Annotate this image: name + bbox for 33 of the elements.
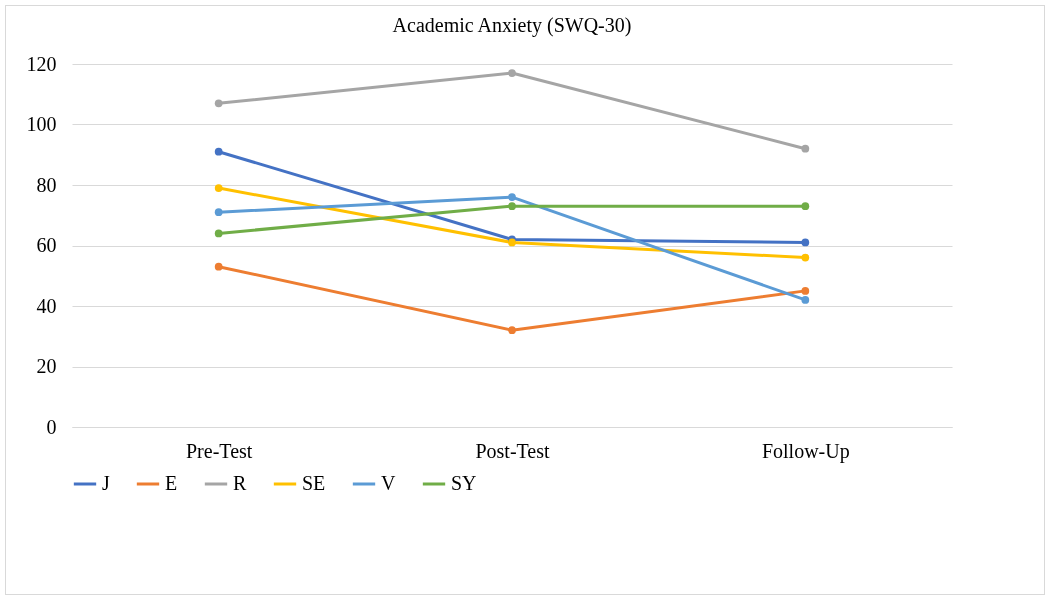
point xyxy=(801,144,810,153)
point xyxy=(508,326,516,335)
y-tick-label: 100 xyxy=(26,113,57,135)
y-tick-label: 40 xyxy=(36,294,57,317)
point xyxy=(214,99,223,108)
point xyxy=(214,229,223,238)
point xyxy=(508,193,516,201)
y-tick-label: 60 xyxy=(36,234,57,256)
point xyxy=(801,253,810,262)
legend-label: E xyxy=(165,472,178,494)
point xyxy=(801,202,810,211)
y-tick-label: 0 xyxy=(46,415,57,438)
x-tick-label: Post-Test xyxy=(475,439,551,462)
point xyxy=(801,296,810,304)
legend-label: J xyxy=(102,472,110,494)
point xyxy=(508,202,516,211)
chart-title: Academic Anxiety (SWQ-30) xyxy=(392,14,632,37)
x-tick-label: Follow-Up xyxy=(761,439,850,463)
legend-label: SE xyxy=(302,472,326,494)
point xyxy=(801,287,810,295)
x-tick-label: Pre-Test xyxy=(185,439,253,462)
point xyxy=(801,238,810,247)
point xyxy=(214,208,223,217)
legend-label: SY xyxy=(451,472,477,494)
point xyxy=(214,184,223,192)
point xyxy=(508,69,516,77)
legend-label: R xyxy=(233,472,247,494)
y-tick-label: 120 xyxy=(26,52,57,75)
y-tick-label: 80 xyxy=(36,173,57,196)
point xyxy=(214,147,223,156)
point xyxy=(214,262,223,271)
y-tick-label: 20 xyxy=(36,355,57,377)
legend-label: V xyxy=(381,472,396,494)
